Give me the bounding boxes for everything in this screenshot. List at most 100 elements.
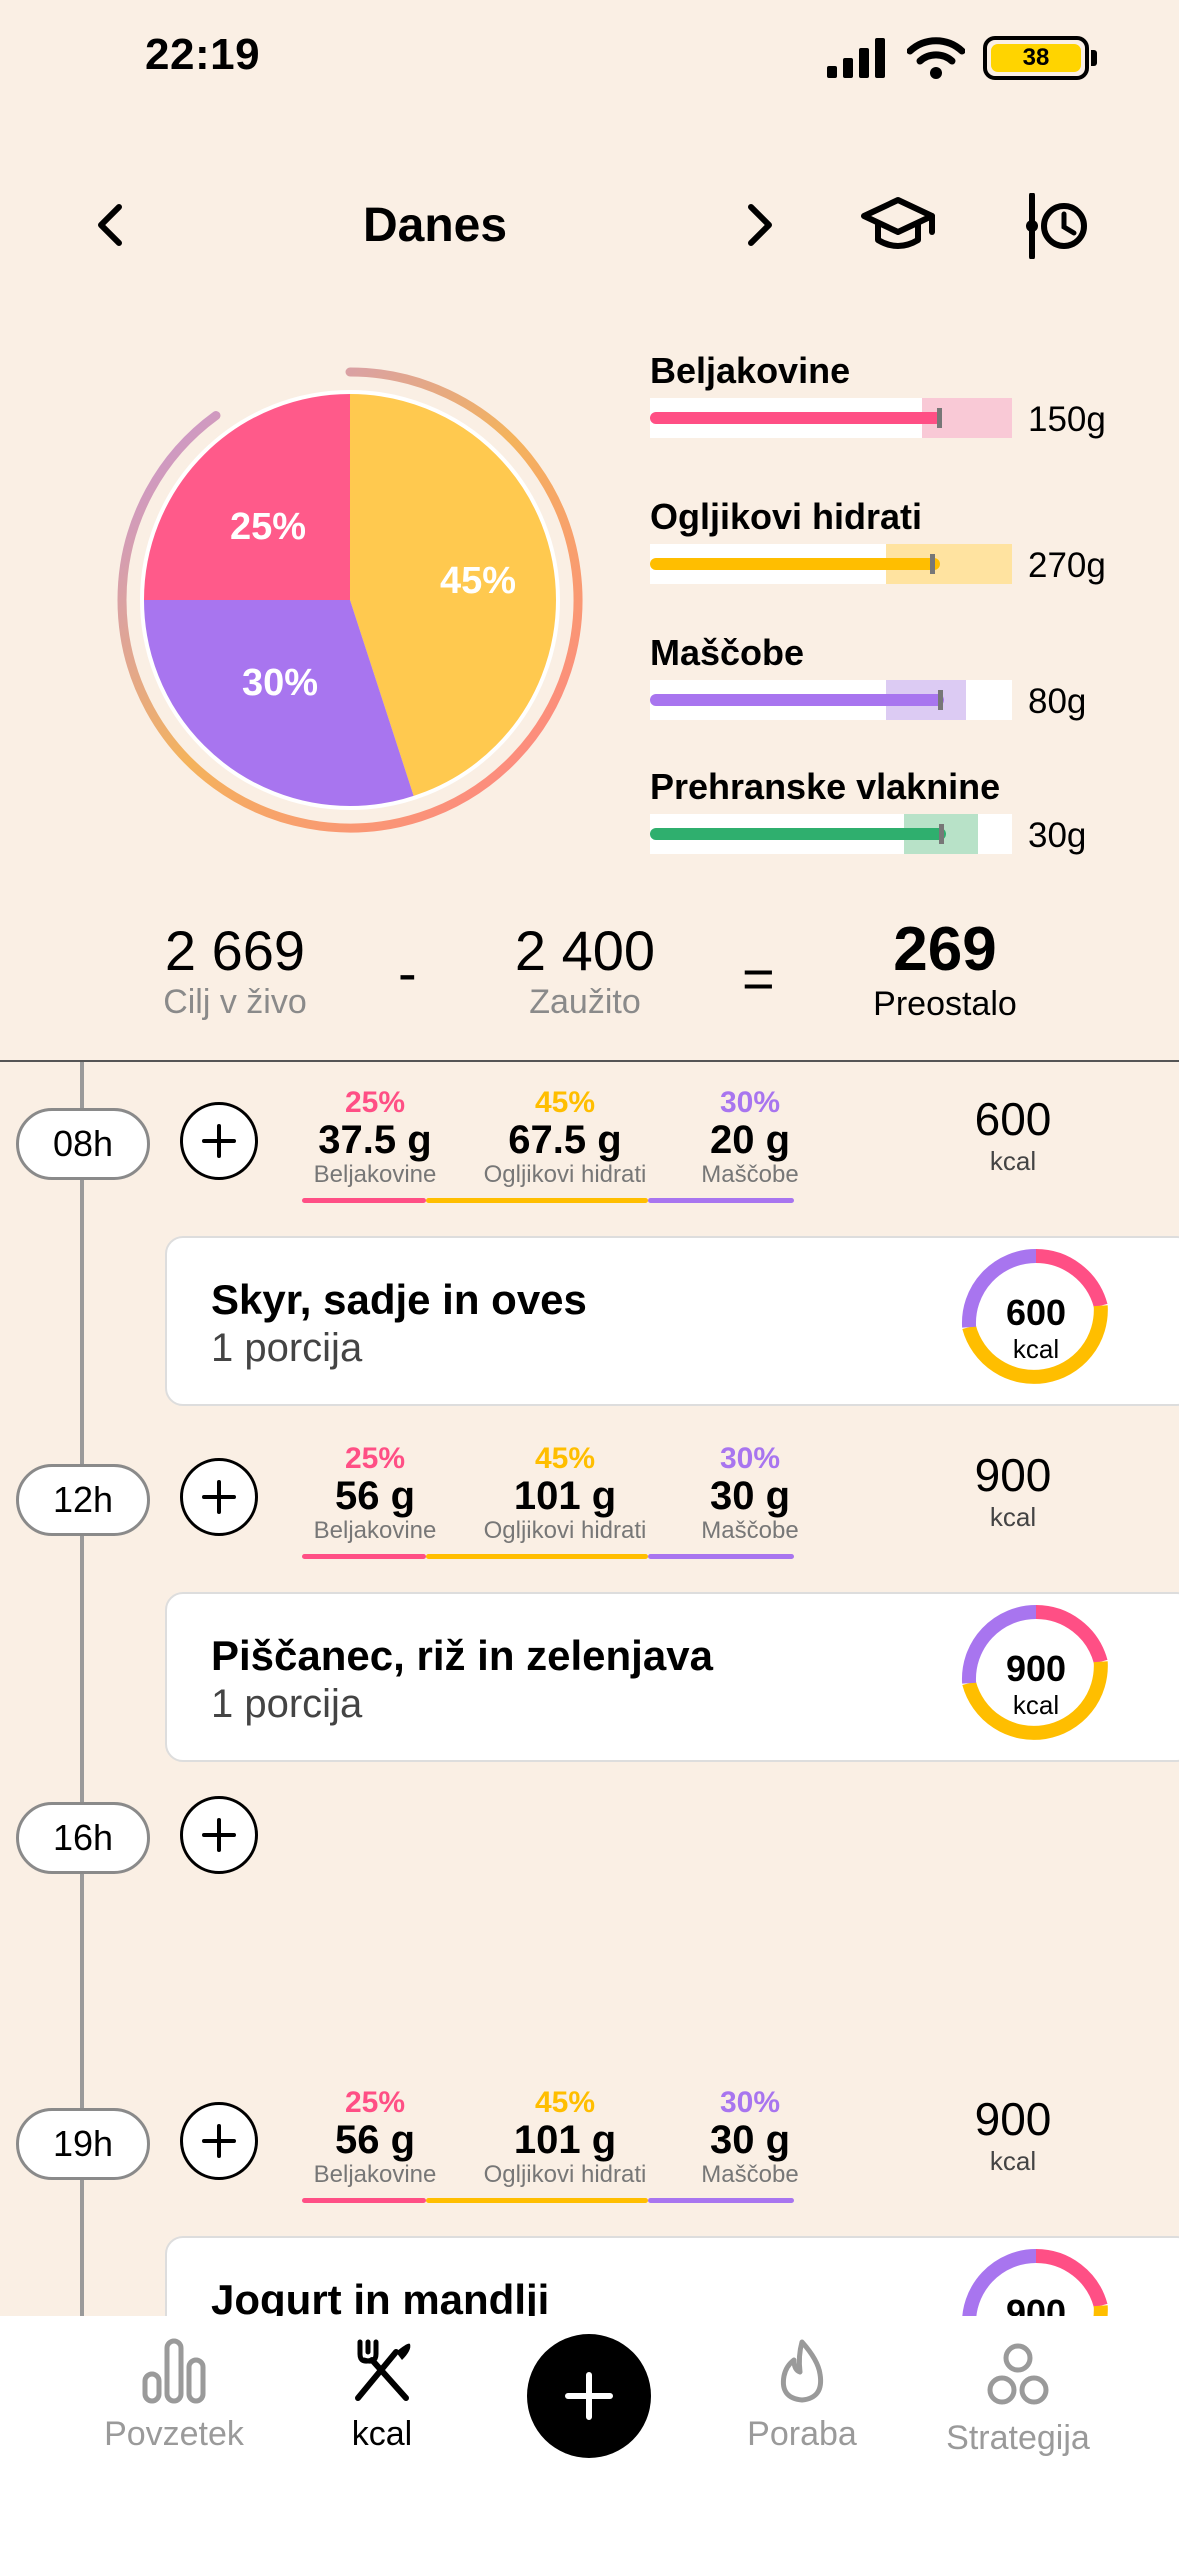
- ring-unit: kcal: [1012, 1690, 1060, 1720]
- macro-bar: [650, 558, 940, 570]
- equals-sign: =: [742, 947, 775, 1010]
- protein-label: Beljakovine: [313, 1517, 437, 1544]
- macro-track: [650, 544, 1012, 584]
- carbs-grams: 101 g: [513, 2118, 617, 2162]
- eaten-value: 2 400: [514, 919, 656, 982]
- tab-strategija[interactable]: Strategija: [918, 2342, 1118, 2458]
- circles-icon: [987, 2343, 1049, 2405]
- ring-unit: kcal: [1012, 1334, 1060, 1364]
- macro-label: Maščobe: [650, 632, 805, 673]
- hour-pill: 16h: [16, 1802, 150, 1874]
- macro-ring-icon: [962, 1605, 1108, 1740]
- pie-slice-protein: [142, 392, 350, 600]
- status-icons: 38: [827, 36, 1097, 80]
- meal-fat: 30% 30 g Maščobe: [680, 1442, 820, 1545]
- fat-pct: 30%: [719, 1086, 781, 1119]
- fat-grams: 30 g: [709, 1474, 791, 1518]
- protein-grams: 56 g: [334, 1474, 416, 1518]
- tab-bar: Povzetek kcal Poraba Strategija: [0, 2316, 1179, 2556]
- fat-underline: [648, 1554, 794, 1559]
- carbs-pct: 45%: [534, 2086, 596, 2119]
- history-button[interactable]: [1010, 186, 1094, 266]
- meal-fat: 30% 30 g Maščobe: [680, 2086, 820, 2189]
- remaining-label: Preostalo: [873, 985, 1017, 1023]
- pie-slice-carbs: [350, 392, 558, 798]
- carbs-pct: 45%: [534, 1442, 596, 1475]
- meal-fat: 30% 20 g Maščobe: [680, 1086, 820, 1189]
- protein-pct: 25%: [344, 1442, 406, 1475]
- progress-ring: [117, 367, 583, 833]
- eaten-total: 2 400 Zaužito: [460, 918, 710, 1022]
- pie-border: [140, 390, 560, 810]
- macro-carbs: Ogljikovi hidrati 270g: [650, 496, 1170, 585]
- wifi-icon: [907, 37, 965, 79]
- meal-carbs: 45% 67.5 g Ogljikovi hidrati: [460, 1086, 670, 1189]
- tab-kcal[interactable]: kcal: [282, 2338, 482, 2454]
- meal-kcal: 600 kcal: [913, 1092, 1113, 1177]
- add-button[interactable]: [527, 2334, 651, 2458]
- tab-poraba[interactable]: Poraba: [702, 2338, 902, 2454]
- fat-label: Maščobe: [701, 1161, 799, 1188]
- food-portion: 1 porcija: [211, 1682, 363, 1726]
- add-food-button[interactable]: [180, 1102, 258, 1180]
- learn-button[interactable]: [856, 186, 940, 266]
- meal-kcal-unit: kcal: [989, 2146, 1037, 2176]
- add-food-button[interactable]: [180, 1796, 258, 1874]
- carbs-underline: [426, 1198, 648, 1203]
- protein-pct: 25%: [344, 2086, 406, 2119]
- tab-povzetek[interactable]: Povzetek: [74, 2338, 274, 2454]
- goal-value: 2 669: [164, 919, 306, 982]
- macro-bar: [650, 412, 942, 424]
- timeline-line: [80, 1062, 84, 2462]
- fat-label: Maščobe: [701, 2161, 799, 2188]
- carbs-grams: 101 g: [513, 1474, 617, 1518]
- macro-bar: [650, 828, 946, 840]
- battery-icon: 38: [983, 36, 1097, 80]
- macro-pie-chart: [117, 367, 583, 833]
- chevron-right-icon: [748, 204, 772, 246]
- pie-slice-fat: [142, 600, 415, 808]
- macro-label: Beljakovine: [650, 350, 851, 391]
- add-food-button[interactable]: [180, 2102, 258, 2180]
- add-food-button[interactable]: [180, 1458, 258, 1536]
- pie-label-protein: 25%: [230, 506, 307, 548]
- fat-grams: 30 g: [709, 2118, 791, 2162]
- fork-knife-icon: [355, 2339, 411, 2401]
- food-portion: 1 porcija: [211, 1326, 363, 1370]
- carbs-underline: [426, 2198, 648, 2203]
- flame-icon: [780, 2339, 824, 2403]
- prev-day-button[interactable]: [80, 190, 140, 260]
- macro-ring-icon: [962, 1249, 1108, 1384]
- food-card[interactable]: Skyr, sadje in oves 1 porcija 600 kcal: [165, 1236, 1179, 1406]
- next-day-button[interactable]: [730, 190, 790, 260]
- plus-icon: [202, 1480, 236, 1514]
- protein-underline: [302, 2198, 426, 2203]
- food-name: Skyr, sadje in oves: [211, 1276, 587, 1323]
- fat-underline: [648, 1198, 794, 1203]
- chevron-left-icon: [98, 204, 122, 246]
- meal-protein: 25% 56 g Beljakovine: [300, 2086, 450, 2189]
- food-card[interactable]: Piščanec, riž in zelenjava 1 porcija 900…: [165, 1592, 1179, 1762]
- protein-grams: 56 g: [334, 2118, 416, 2162]
- remaining-total: 269 Preostalo: [820, 914, 1070, 1024]
- signal-icon: [827, 38, 885, 78]
- macro-fat: Maščobe 80g: [650, 632, 1170, 721]
- tab-label: Strategija: [946, 2419, 1090, 2457]
- plus-icon: [565, 2372, 613, 2420]
- meal-kcal-unit: kcal: [989, 1146, 1037, 1176]
- plus-icon: [202, 2124, 236, 2158]
- macro-value: 80g: [1028, 682, 1087, 721]
- goal-label: Cilj v živo: [163, 983, 307, 1021]
- ring-kcal: 900: [1005, 1648, 1067, 1689]
- meal-kcal-unit: kcal: [989, 1502, 1037, 1532]
- protein-grams: 37.5 g: [318, 1118, 432, 1162]
- plus-icon: [202, 1818, 236, 1852]
- meal-carbs: 45% 101 g Ogljikovi hidrati: [460, 1442, 670, 1545]
- macro-protein: Beljakovine 150g: [650, 350, 1170, 439]
- meal-kcal: 900 kcal: [913, 1448, 1113, 1533]
- goal-total: 2 669 Cilj v živo: [110, 918, 360, 1022]
- carbs-label: Ogljikovi hidrati: [483, 1517, 647, 1544]
- minus-sign: -: [398, 941, 417, 1004]
- protein-label: Beljakovine: [313, 2161, 437, 2188]
- protein-underline: [302, 1554, 426, 1559]
